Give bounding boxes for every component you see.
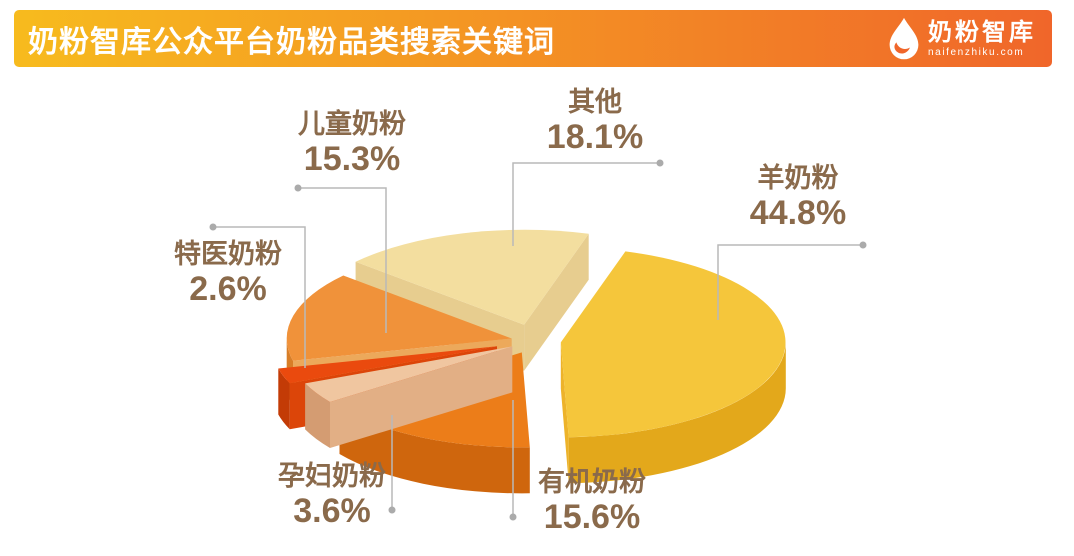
label-children-pct: 15.3%	[303, 140, 401, 178]
label-organic: 有机奶粉 15.6%	[538, 466, 646, 536]
leader-dot-children	[294, 184, 302, 192]
leader-dot-pregnant	[388, 506, 396, 514]
label-organic-name: 有机奶粉	[538, 467, 646, 497]
pie-slice-pregnant	[305, 346, 513, 448]
label-goat-milk-pct: 44.8%	[749, 194, 847, 232]
leader-line-goat	[717, 244, 863, 320]
label-organic-pct: 15.6%	[543, 498, 641, 536]
label-special-medical: 特医奶粉 2.6%	[174, 238, 282, 308]
page-title: 奶粉智库公众平台奶粉品类搜索关键词	[28, 25, 555, 59]
label-goat-milk-name: 羊奶粉	[757, 163, 839, 193]
pie-slice-goat-milk	[560, 251, 786, 484]
water-drop-icon	[889, 17, 919, 60]
brand-logo: 奶粉智库 naifenzhiku.com	[887, 15, 1036, 63]
header-bar: 奶粉智库公众平台奶粉品类搜索关键词 奶粉智库 naifenzhiku.com	[14, 10, 1052, 67]
leader-dot-special	[209, 223, 217, 231]
label-children: 儿童奶粉 15.3%	[298, 108, 406, 178]
label-special-medical-name: 特医奶粉	[174, 239, 282, 269]
label-special-medical-pct: 2.6%	[189, 270, 267, 308]
label-other-pct: 18.1%	[546, 118, 644, 156]
label-other-name: 其他	[568, 87, 622, 117]
logo-domain: naifenzhiku.com	[928, 46, 1025, 58]
label-children-name: 儿童奶粉	[298, 109, 406, 139]
leader-line-special	[213, 226, 306, 368]
leader-dot-goat	[859, 241, 867, 249]
pie-slices	[278, 229, 786, 494]
label-pregnant-pct: 3.6%	[293, 492, 371, 530]
leader-line-other	[512, 162, 660, 246]
label-other: 其他 18.1%	[547, 86, 643, 156]
label-pregnant: 孕妇奶粉 3.6%	[278, 460, 386, 530]
leader-line-children	[298, 187, 387, 333]
label-goat-milk: 羊奶粉 44.8%	[750, 162, 846, 232]
leader-dot-other	[656, 159, 664, 167]
leader-dot-organic	[509, 513, 517, 521]
leader-lines	[209, 159, 867, 521]
label-pregnant-name: 孕妇奶粉	[278, 461, 386, 491]
logo-text: 奶粉智库	[928, 18, 1036, 46]
